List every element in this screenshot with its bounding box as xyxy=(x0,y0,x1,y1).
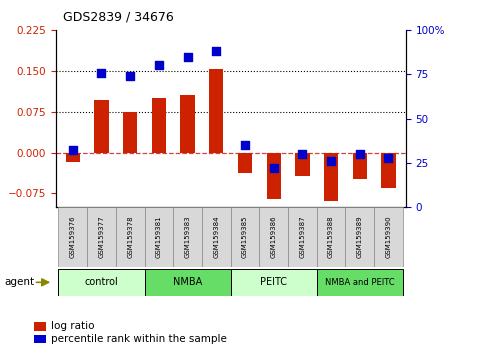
Bar xyxy=(267,153,281,199)
Point xyxy=(213,48,220,54)
Bar xyxy=(123,112,137,153)
Text: percentile rank within the sample: percentile rank within the sample xyxy=(51,334,227,344)
Bar xyxy=(144,207,173,267)
Text: GSM159387: GSM159387 xyxy=(299,216,305,258)
Point xyxy=(98,70,105,75)
Bar xyxy=(173,207,202,267)
Bar xyxy=(58,269,144,296)
Text: GSM159381: GSM159381 xyxy=(156,216,162,258)
Point xyxy=(356,151,364,157)
Bar xyxy=(209,69,224,153)
Text: GSM159390: GSM159390 xyxy=(385,216,392,258)
Bar xyxy=(317,207,345,267)
Point xyxy=(270,165,278,171)
Bar xyxy=(144,269,231,296)
Point xyxy=(298,151,306,157)
Text: GSM159378: GSM159378 xyxy=(127,216,133,258)
Bar xyxy=(231,269,317,296)
Bar xyxy=(295,153,310,176)
Point xyxy=(384,155,392,160)
Text: agent: agent xyxy=(5,277,35,287)
Point xyxy=(69,148,77,153)
Bar xyxy=(317,269,403,296)
Text: log ratio: log ratio xyxy=(51,321,94,331)
Bar xyxy=(231,207,259,267)
Text: GSM159388: GSM159388 xyxy=(328,216,334,258)
Point xyxy=(327,158,335,164)
Text: GSM159377: GSM159377 xyxy=(99,216,104,258)
Bar xyxy=(116,207,144,267)
Bar xyxy=(66,153,80,162)
Bar xyxy=(94,100,109,153)
Text: PEITC: PEITC xyxy=(260,277,287,287)
Point xyxy=(127,73,134,79)
Bar xyxy=(381,153,396,188)
Text: NMBA: NMBA xyxy=(173,277,202,287)
Bar xyxy=(374,207,403,267)
Bar xyxy=(324,153,338,201)
Text: GSM159386: GSM159386 xyxy=(270,216,277,258)
Text: NMBA and PEITC: NMBA and PEITC xyxy=(325,278,395,287)
Bar xyxy=(288,207,317,267)
Text: GSM159389: GSM159389 xyxy=(357,216,363,258)
Text: GSM159383: GSM159383 xyxy=(185,216,191,258)
Text: GSM159376: GSM159376 xyxy=(70,216,76,258)
Text: control: control xyxy=(85,277,118,287)
Bar xyxy=(181,96,195,153)
Bar xyxy=(353,153,367,179)
Text: GSM159385: GSM159385 xyxy=(242,216,248,258)
Text: GSM159384: GSM159384 xyxy=(213,216,219,258)
Point xyxy=(241,142,249,148)
Point xyxy=(155,63,163,68)
Point xyxy=(184,54,191,59)
Text: GDS2839 / 34676: GDS2839 / 34676 xyxy=(63,11,173,24)
Bar xyxy=(152,98,166,153)
Bar xyxy=(202,207,231,267)
Bar xyxy=(87,207,116,267)
Bar xyxy=(259,207,288,267)
Bar xyxy=(238,153,252,173)
Bar xyxy=(345,207,374,267)
Bar xyxy=(58,207,87,267)
